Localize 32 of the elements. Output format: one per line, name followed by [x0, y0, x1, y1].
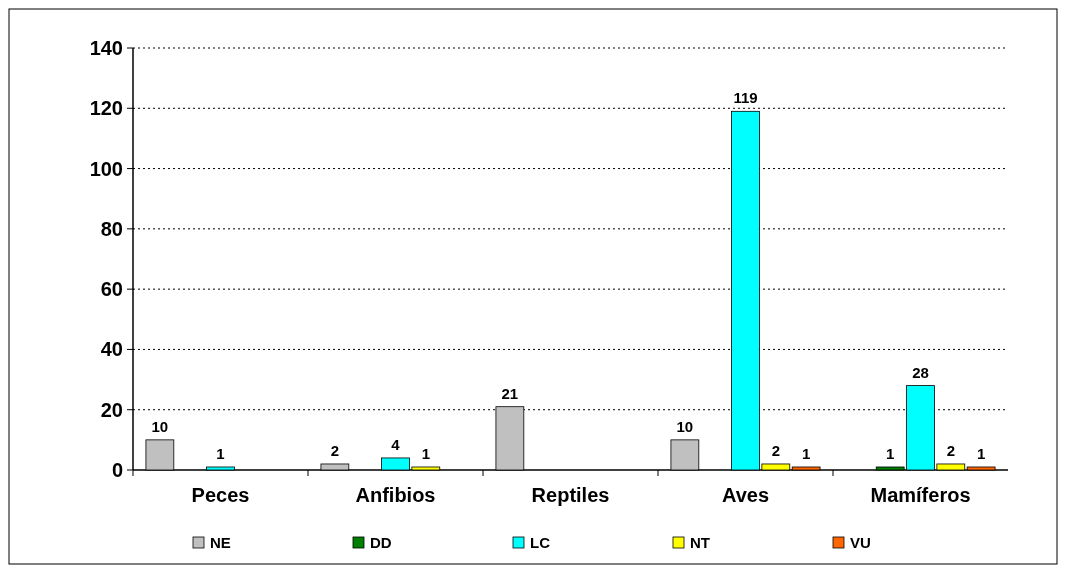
data-label: 10	[676, 417, 694, 435]
y-tick-label: 100	[89, 157, 123, 180]
legend-label: NT	[690, 534, 710, 552]
x-tick-label: Peces	[191, 484, 250, 506]
data-label: 1	[421, 444, 430, 462]
data-label: 119	[733, 89, 758, 107]
y-tick-label: 60	[100, 278, 123, 301]
data-label: 1	[801, 444, 811, 462]
legend-label: LC	[530, 534, 551, 552]
x-tick-label: Mamíferos	[870, 484, 971, 506]
data-label: 2	[771, 441, 780, 459]
y-tick-label: 20	[100, 398, 123, 421]
data-label: 10	[151, 417, 169, 435]
y-tick-label: 80	[100, 217, 123, 240]
y-tick-label: 120	[89, 97, 123, 120]
legend-label: NE	[210, 534, 231, 552]
data-label: 1	[886, 444, 895, 462]
legend-label: DD	[370, 534, 392, 552]
data-label: 4	[391, 435, 401, 453]
data-label: 28	[912, 363, 929, 381]
y-tick-label: 140	[89, 37, 123, 59]
x-tick-label: Reptiles	[531, 484, 610, 506]
y-tick-label: 40	[100, 338, 123, 361]
data-label: 1	[976, 444, 986, 462]
x-tick-label: Aves	[721, 484, 770, 506]
y-tick-label: 0	[111, 459, 123, 481]
data-label: 21	[501, 384, 519, 402]
data-label: 1	[216, 444, 225, 462]
x-tick-label: Anfibios	[355, 484, 436, 506]
legend-label: VU	[850, 534, 871, 552]
data-label: 2	[946, 441, 955, 459]
data-label: 2	[330, 441, 340, 459]
